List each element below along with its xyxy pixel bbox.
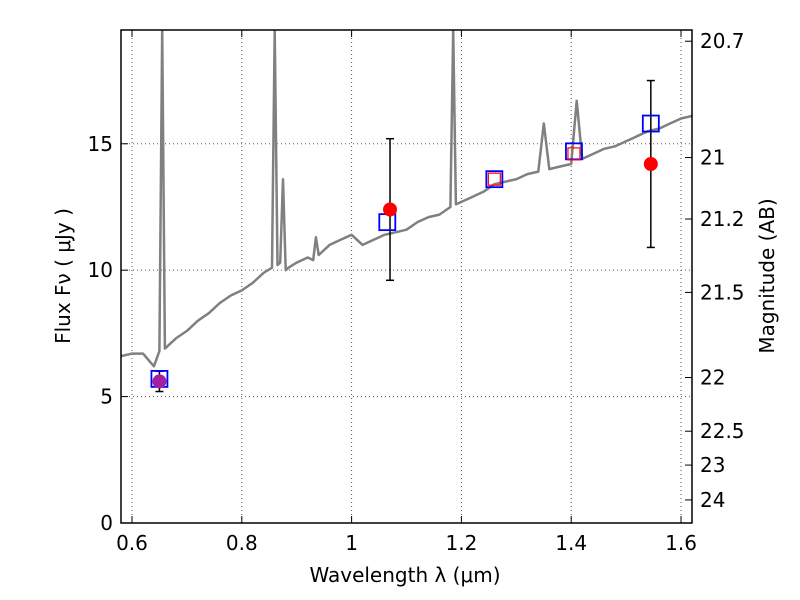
x-tick-label: 0.6 [116, 531, 148, 555]
y-axis-right: 20.7 21 21.2 21.5 22 22.5 23 24 [685, 29, 745, 512]
x-tick-label: 1 [345, 531, 358, 555]
grid-lines [121, 30, 692, 524]
x-axis-label: Wavelength λ (μm) [309, 563, 500, 587]
observed-point [383, 202, 398, 217]
y-tick-label: 15 [88, 132, 113, 156]
model-point [378, 213, 397, 232]
spectrum-line [121, 30, 692, 368]
observed-point [567, 147, 581, 161]
y2-tick-label: 22 [700, 366, 725, 390]
y2-tick-label: 21.2 [700, 207, 745, 231]
y2-tick-label: 21.5 [700, 280, 745, 304]
y2-tick-label: 20.7 [700, 29, 745, 53]
observed-series [152, 147, 658, 389]
observed-point [152, 374, 167, 389]
y-axis-left: 0 5 10 15 [88, 132, 128, 535]
x-tick-label: 0.8 [226, 531, 258, 555]
x-axis: 0.6 0.8 1 1.2 1.4 1.6 [116, 30, 697, 555]
y-tick-label: 5 [100, 385, 113, 409]
x-tick-label: 1.2 [445, 531, 477, 555]
plot-frame [120, 29, 693, 524]
y2-tick-label: 23 [700, 453, 725, 477]
observed-point [487, 172, 501, 186]
y2-tick-label: 24 [700, 488, 725, 512]
y-axis-label: Flux Fν ( μJy ) [51, 208, 75, 344]
y-tick-label: 0 [100, 511, 113, 535]
y-tick-label: 10 [88, 258, 113, 282]
spectrum-series [121, 30, 692, 368]
observed-point [643, 156, 658, 171]
x-tick-label: 1.6 [665, 531, 697, 555]
y2-axis-label: Magnitude (AB) [755, 198, 779, 353]
y2-tick-label: 21 [700, 146, 725, 170]
model-point [485, 170, 504, 189]
x-tick-label: 1.4 [555, 531, 587, 555]
model-series [150, 114, 660, 388]
model-point [641, 114, 660, 133]
y2-tick-label: 22.5 [700, 419, 745, 443]
